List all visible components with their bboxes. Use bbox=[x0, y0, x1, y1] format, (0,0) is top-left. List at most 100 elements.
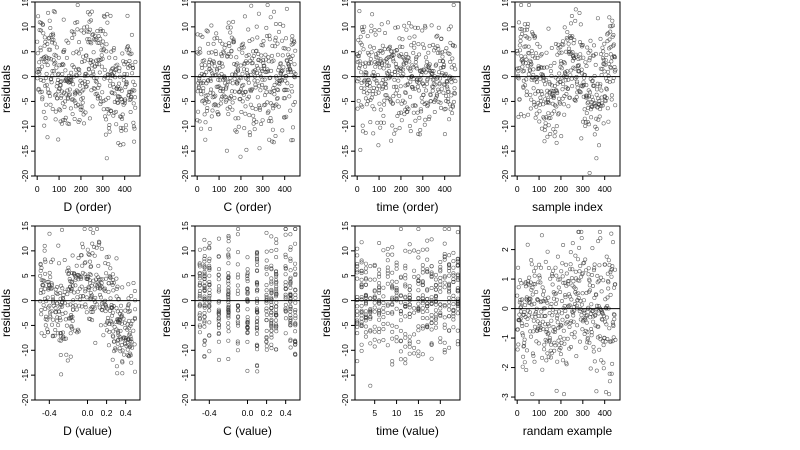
data-point bbox=[359, 303, 364, 308]
data-point bbox=[451, 279, 456, 284]
data-point bbox=[428, 93, 433, 98]
data-point bbox=[226, 288, 231, 293]
data-point bbox=[126, 296, 131, 301]
data-point bbox=[278, 61, 283, 66]
data-point bbox=[575, 85, 580, 90]
data-point bbox=[57, 107, 62, 112]
data-point bbox=[403, 344, 408, 349]
data-point bbox=[247, 94, 252, 99]
data-point bbox=[446, 96, 451, 101]
data-point bbox=[283, 87, 288, 92]
data-point bbox=[604, 52, 609, 57]
data-point bbox=[114, 286, 119, 291]
data-point bbox=[216, 254, 221, 259]
data-point bbox=[398, 311, 403, 316]
data-point bbox=[380, 50, 385, 55]
data-point bbox=[218, 39, 223, 44]
data-point bbox=[606, 74, 611, 79]
data-point bbox=[288, 306, 293, 311]
data-point bbox=[233, 116, 238, 121]
data-point bbox=[519, 27, 524, 32]
data-point bbox=[216, 289, 221, 294]
data-point bbox=[87, 12, 92, 17]
data-point bbox=[62, 47, 67, 52]
data-point bbox=[420, 283, 425, 288]
data-point bbox=[545, 351, 550, 356]
data-point bbox=[391, 59, 396, 64]
data-point bbox=[368, 383, 373, 388]
x-tick-label: 100 bbox=[372, 184, 386, 194]
data-point bbox=[447, 227, 452, 232]
y-tick-label: 15 bbox=[20, 221, 30, 231]
data-point bbox=[216, 331, 221, 336]
data-point bbox=[518, 309, 523, 314]
data-point bbox=[412, 351, 417, 356]
data-point bbox=[51, 69, 56, 74]
data-point bbox=[377, 48, 382, 53]
data-point bbox=[200, 34, 205, 39]
y-tick-label: -15 bbox=[340, 369, 350, 382]
data-point bbox=[386, 63, 391, 68]
x-axis-label: C (order) bbox=[223, 200, 271, 214]
data-point bbox=[593, 101, 598, 106]
data-point bbox=[438, 310, 443, 315]
data-point bbox=[207, 273, 212, 278]
data-point bbox=[36, 86, 41, 91]
data-point bbox=[363, 334, 368, 339]
data-point bbox=[570, 241, 575, 246]
y-tick-label: -5 bbox=[340, 97, 350, 105]
data-point bbox=[97, 40, 102, 45]
data-point bbox=[290, 138, 295, 143]
data-point bbox=[114, 122, 119, 127]
data-point bbox=[83, 260, 88, 265]
data-point bbox=[597, 98, 602, 103]
data-point bbox=[53, 109, 58, 114]
data-point bbox=[263, 102, 268, 107]
data-point bbox=[600, 317, 605, 322]
data-point bbox=[528, 68, 533, 73]
data-point bbox=[522, 114, 527, 119]
data-point bbox=[515, 66, 520, 71]
data-point bbox=[129, 321, 134, 326]
data-point bbox=[107, 123, 112, 128]
data-point bbox=[554, 297, 559, 302]
data-point bbox=[433, 315, 438, 320]
data-point bbox=[100, 56, 105, 61]
data-point bbox=[83, 110, 88, 115]
data-point bbox=[359, 323, 364, 328]
data-point bbox=[47, 270, 52, 275]
data-point bbox=[84, 29, 89, 34]
data-point bbox=[76, 66, 81, 71]
data-point bbox=[206, 78, 211, 83]
data-point bbox=[433, 321, 438, 326]
data-point bbox=[372, 277, 377, 282]
data-point bbox=[535, 41, 540, 46]
data-point bbox=[258, 88, 263, 93]
data-point bbox=[288, 285, 293, 290]
data-point bbox=[254, 306, 259, 311]
data-point bbox=[420, 301, 425, 306]
data-point bbox=[269, 335, 274, 340]
data-point bbox=[359, 295, 364, 300]
data-point bbox=[610, 23, 615, 28]
data-point bbox=[61, 49, 66, 54]
data-point bbox=[91, 86, 96, 91]
data-point bbox=[216, 77, 221, 82]
data-point bbox=[452, 90, 457, 95]
data-point bbox=[54, 92, 59, 97]
data-point bbox=[385, 96, 390, 101]
data-point bbox=[42, 333, 47, 338]
data-point bbox=[224, 85, 229, 90]
data-point bbox=[544, 115, 549, 120]
data-point bbox=[96, 62, 101, 67]
data-point bbox=[447, 283, 452, 288]
data-point bbox=[264, 288, 269, 293]
data-point bbox=[538, 265, 543, 270]
data-point bbox=[394, 335, 399, 340]
data-point bbox=[116, 100, 121, 105]
data-point bbox=[270, 43, 275, 48]
data-point bbox=[371, 74, 376, 79]
y-tick-label: -20 bbox=[340, 394, 350, 407]
data-point bbox=[71, 65, 76, 70]
data-point bbox=[583, 120, 588, 125]
